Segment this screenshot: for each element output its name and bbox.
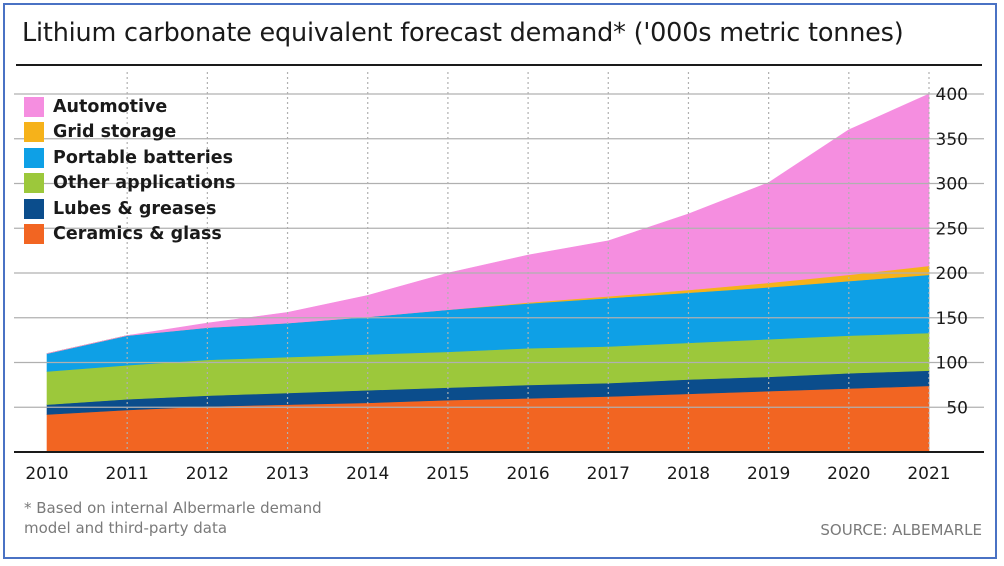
legend: Automotive Grid storage Portable batteries…: [24, 94, 236, 247]
x-tick-label: 2018: [667, 464, 710, 484]
y-tick-label: 100: [936, 354, 968, 374]
legend-swatch: [24, 224, 44, 245]
legend-label: Grid storage: [53, 122, 177, 143]
footnote-line-1: * Based on internal Albermarle demand: [24, 499, 322, 517]
legend-swatch: [24, 173, 44, 194]
legend-label: Lubes & greases: [53, 198, 217, 219]
y-tick-label: 250: [936, 219, 968, 239]
x-tick-label: 2013: [266, 464, 309, 484]
legend-label: Ceramics & glass: [53, 224, 222, 245]
x-tick-label: 2015: [426, 464, 469, 484]
footnote: * Based on internal Albermarle demand mo…: [24, 498, 444, 538]
y-tick-label: 400: [936, 85, 968, 105]
legend-swatch: [24, 96, 44, 117]
x-tick-label: 2017: [587, 464, 630, 484]
legend-item: Lubes & greases: [24, 196, 236, 222]
x-tick-label: 2011: [106, 464, 149, 484]
legend-swatch: [24, 198, 44, 219]
x-tick-label: 2020: [827, 464, 870, 484]
legend-label: Portable batteries: [53, 147, 233, 168]
x-tick-label: 2016: [506, 464, 549, 484]
legend-item: Grid storage: [24, 120, 236, 146]
x-tick-label: 2014: [346, 464, 389, 484]
legend-swatch: [24, 147, 44, 168]
y-tick-label: 200: [936, 264, 968, 284]
legend-item: Automotive: [24, 94, 236, 120]
x-tick-label: 2021: [907, 464, 950, 484]
x-tick-label: 2010: [25, 464, 68, 484]
source-credit: SOURCE: ALBEMARLE: [820, 521, 982, 539]
legend-swatch: [24, 122, 44, 143]
title-rule: [16, 64, 982, 66]
chart-title: Lithium carbonate equivalent forecast de…: [22, 18, 904, 48]
x-tick-label: 2012: [186, 464, 229, 484]
y-tick-label: 300: [936, 175, 968, 195]
y-tick-label: 350: [936, 130, 968, 150]
legend-item: Ceramics & glass: [24, 222, 236, 248]
legend-item: Portable batteries: [24, 145, 236, 171]
y-tick-label: 50: [946, 398, 968, 418]
legend-label: Automotive: [53, 96, 168, 117]
y-tick-label: 150: [936, 309, 968, 329]
x-tick-label: 2019: [747, 464, 790, 484]
legend-label: Other applications: [53, 173, 236, 194]
legend-item: Other applications: [24, 171, 236, 197]
footnote-line-2: model and third-party data: [24, 519, 228, 537]
